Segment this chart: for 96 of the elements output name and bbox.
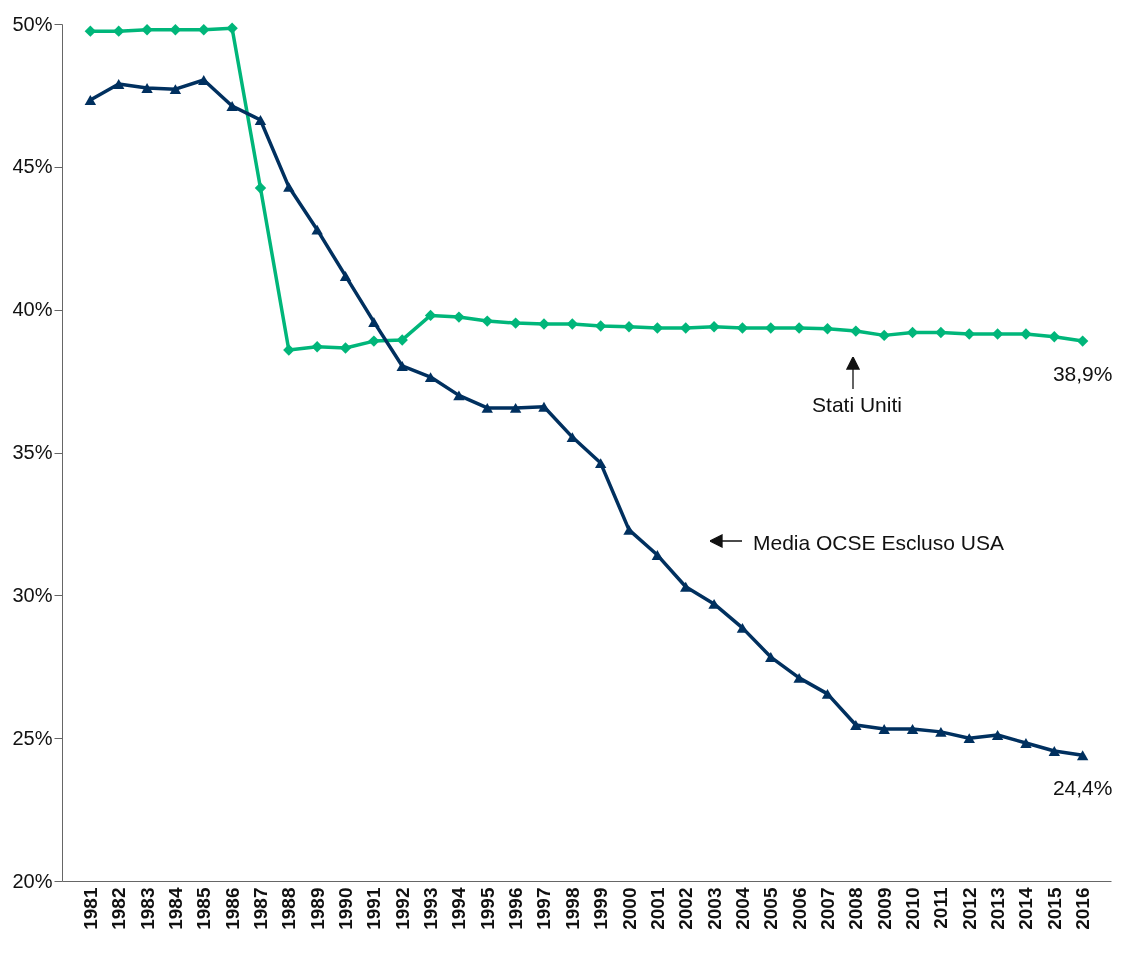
point xyxy=(453,311,465,323)
x-tick-label: 2004 xyxy=(731,887,753,930)
point xyxy=(538,401,550,412)
x-tick-label: 1983 xyxy=(136,887,158,930)
x-tick-label: 1988 xyxy=(278,887,300,930)
x-tick-label: 2015 xyxy=(1043,887,1065,930)
x-tick-label: 1993 xyxy=(420,887,442,930)
point xyxy=(396,361,408,371)
x-tick-label: 2006 xyxy=(788,887,810,930)
point xyxy=(254,115,267,125)
x-tick-label: 1995 xyxy=(476,887,498,930)
y-tick-label: 40% xyxy=(12,298,53,321)
point xyxy=(850,720,862,730)
point xyxy=(311,341,323,353)
point xyxy=(1048,746,1060,756)
point xyxy=(283,344,295,356)
annotation: 38,9% xyxy=(1052,362,1113,386)
point xyxy=(538,318,550,330)
x-tick-label: 1989 xyxy=(306,887,328,930)
x-tick-label: 2011 xyxy=(930,887,952,929)
x-tick-label: 1986 xyxy=(221,887,243,930)
x-tick-label: 1997 xyxy=(533,887,555,930)
x-tick-label: 1985 xyxy=(193,887,215,930)
x-tick-label: 2013 xyxy=(987,887,1009,930)
x-tick-label: 2003 xyxy=(703,887,725,930)
point xyxy=(963,328,975,340)
x-tick-label: 2009 xyxy=(873,887,895,930)
text: Stati Uniti xyxy=(812,393,902,416)
point xyxy=(651,550,664,560)
point xyxy=(396,334,408,346)
point xyxy=(113,79,125,89)
point xyxy=(821,688,834,699)
point xyxy=(793,672,805,683)
point xyxy=(850,325,862,337)
x-tick-label: 2007 xyxy=(816,887,838,930)
x-tick-label: 1998 xyxy=(561,887,583,930)
x-tick-label: 2001 xyxy=(646,887,668,930)
point xyxy=(254,182,267,194)
x-tick-label: 1994 xyxy=(448,887,470,930)
x-tick-label: 1991 xyxy=(363,887,385,930)
x-tick-label: 1999 xyxy=(590,887,612,930)
x-tick-label: 1981 xyxy=(79,887,101,930)
point xyxy=(878,329,890,342)
point xyxy=(1076,750,1089,761)
point xyxy=(1020,328,1032,340)
point xyxy=(226,101,238,111)
y-tick-label: 20% xyxy=(12,869,53,892)
point xyxy=(878,724,890,734)
point xyxy=(84,95,97,105)
x-tick-label: 1996 xyxy=(505,887,527,930)
point xyxy=(169,84,182,95)
point xyxy=(283,181,295,192)
point xyxy=(765,322,777,334)
y-tick-label: 50% xyxy=(12,12,53,35)
point xyxy=(594,458,607,469)
point xyxy=(311,224,323,235)
y-tick-label: 30% xyxy=(12,583,53,606)
text: Media OCSE Escluso USA xyxy=(753,531,1004,554)
y-tick-label: 25% xyxy=(12,726,53,749)
x-tick-label: 2016 xyxy=(1072,887,1094,930)
x-tick-label: 1992 xyxy=(391,887,413,930)
point xyxy=(935,726,947,737)
point xyxy=(368,335,380,347)
point xyxy=(906,724,919,734)
point xyxy=(1020,738,1032,748)
point xyxy=(991,730,1004,740)
point xyxy=(368,317,380,327)
x-tick-label: 2005 xyxy=(760,887,782,930)
x-tick-label: 1984 xyxy=(164,887,186,930)
point xyxy=(141,83,153,93)
x-tick-label: 2002 xyxy=(675,887,697,930)
point xyxy=(141,24,153,36)
x-tick-label: 2014 xyxy=(1015,887,1037,930)
point xyxy=(509,403,522,413)
point xyxy=(481,403,493,413)
x-tick-label: 1987 xyxy=(249,887,271,930)
annotation: 24,4% xyxy=(1052,776,1113,800)
x-tick-label: 1990 xyxy=(335,887,357,930)
point xyxy=(963,733,975,744)
y-tick-label: 45% xyxy=(12,155,53,178)
x-tick-label: 2008 xyxy=(845,887,867,930)
y-tick-label: 35% xyxy=(12,441,53,463)
point xyxy=(481,315,493,327)
point xyxy=(680,322,692,334)
x-tick-label: 1982 xyxy=(108,887,130,930)
point xyxy=(623,321,635,333)
point xyxy=(708,321,720,333)
point xyxy=(680,581,692,592)
point xyxy=(453,390,465,401)
point xyxy=(793,322,805,334)
point xyxy=(113,25,125,37)
point xyxy=(226,22,238,34)
x-tick-label: 2000 xyxy=(618,887,640,930)
x-tick-label: 2012 xyxy=(958,887,980,930)
point xyxy=(339,271,352,281)
x-tick-label: 2010 xyxy=(902,887,924,930)
